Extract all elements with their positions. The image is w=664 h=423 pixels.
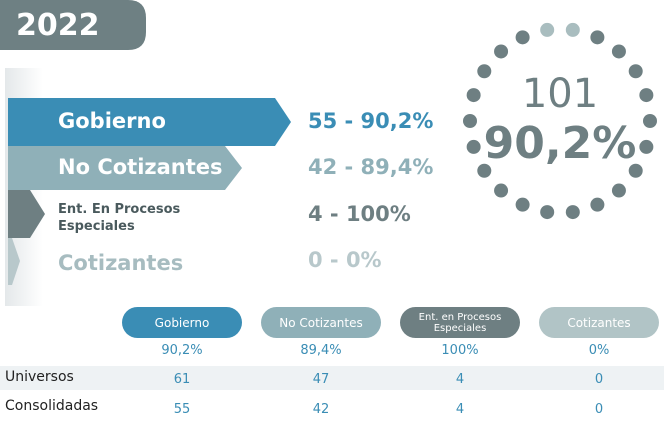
arrow-no-cotizantes [8, 146, 242, 190]
pill-bg [539, 307, 659, 338]
category-value: 42 - 89,4% [308, 155, 434, 179]
ring-dot [466, 139, 481, 154]
ring-dot [466, 88, 481, 103]
ring-dot [494, 183, 509, 198]
table-header: Cotizantes [567, 315, 631, 330]
table-percent: 0% [588, 343, 610, 358]
ring-dot [590, 197, 605, 212]
pill-bg [400, 307, 520, 338]
table-header: Gobierno [154, 315, 210, 330]
ring-total: 101 [521, 71, 599, 117]
dot-ring [463, 22, 657, 220]
ring-dot [515, 197, 530, 212]
table-cell: 4 [455, 372, 465, 387]
table-percent: 90,2% [161, 343, 203, 358]
ring-dot [565, 22, 580, 37]
ring-dot [611, 183, 626, 198]
ring-dot [628, 64, 643, 79]
ring-dot [540, 22, 555, 37]
ring-dot [565, 205, 580, 220]
arrow-especiales [8, 190, 45, 238]
table-cell: 61 [173, 372, 191, 387]
ring-percent: 90,2% [483, 118, 637, 169]
category-label: No Cotizantes [58, 155, 223, 179]
ring-dot [463, 114, 477, 128]
table-cell: 0 [594, 372, 604, 387]
table-cell: 55 [173, 402, 191, 417]
row-label: Universos [5, 369, 74, 385]
category-label: Ent. En Procesos Especiales [58, 202, 181, 234]
category-label: Gobierno [58, 109, 166, 133]
ring-dot [639, 139, 654, 154]
pill-bg [122, 307, 242, 338]
category-value: 55 - 90,2% [308, 109, 434, 133]
ring-dot [515, 30, 530, 45]
arrow-cotizantes [8, 238, 20, 285]
ring-dot [540, 205, 555, 220]
ring-dot [494, 44, 509, 59]
table-cell: 42 [312, 402, 330, 417]
ring-dot [628, 163, 643, 178]
arrow-gobierno [8, 98, 291, 146]
category-value: 0 - 0% [308, 248, 382, 272]
category-label: Cotizantes [58, 251, 184, 275]
row-label: Consolidadas [5, 398, 99, 414]
pill-bg [261, 307, 381, 338]
year-tab [0, 0, 146, 50]
table-cell: 47 [312, 372, 330, 387]
ring-dot [590, 30, 605, 45]
table-header: Ent. en Procesos Especiales [418, 311, 502, 334]
ring-dot [477, 64, 492, 79]
category-value: 4 - 100% [308, 202, 411, 226]
table-percent: 100% [441, 343, 479, 358]
ring-dot [639, 88, 654, 103]
ring-dot [611, 44, 626, 59]
table-percent: 89,4% [300, 343, 342, 358]
table-cell: 4 [455, 402, 465, 417]
table-cell: 0 [594, 402, 604, 417]
year: 2022 [16, 8, 100, 43]
table-header: No Cotizantes [279, 315, 363, 330]
ring-dot [477, 163, 492, 178]
ring-dot [643, 114, 657, 128]
row-band [0, 366, 664, 390]
